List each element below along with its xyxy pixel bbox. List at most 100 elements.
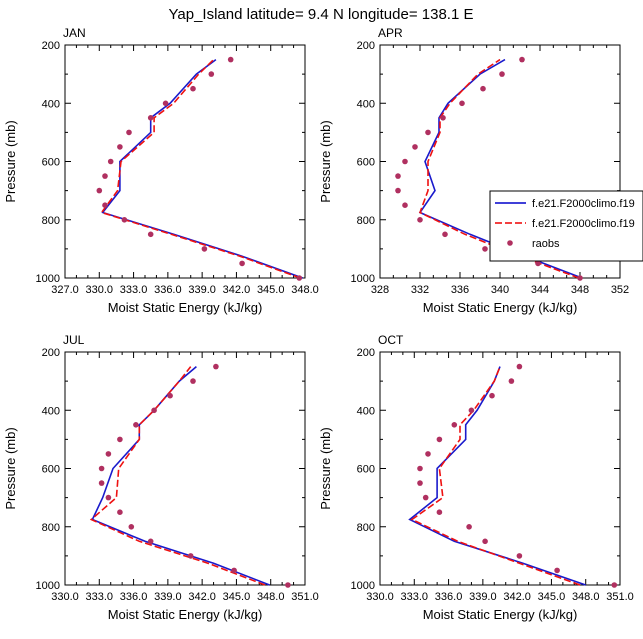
obs-point [412, 144, 418, 150]
x-tick-label: 352 [611, 284, 629, 296]
obs-point [98, 465, 105, 472]
series-line-model-dashed [419, 58, 580, 279]
obs-point [425, 451, 431, 457]
panels: JAN 327.0 330.0 333.0 336.0 339.0 342.0 345.0 34… [3, 26, 634, 622]
obs-point [468, 407, 475, 414]
x-tick-label: 333.0 [120, 284, 148, 296]
obs-point [417, 217, 423, 223]
obs-point [417, 480, 423, 486]
x-tick-label: 328 [371, 284, 389, 296]
obs-point [535, 260, 541, 267]
x-tick-label: 348.0 [291, 284, 319, 296]
y-tick-label: 600 [357, 464, 375, 476]
obs-point [117, 144, 123, 150]
x-tick-label: 348 [571, 284, 589, 296]
y-tick-label: 600 [42, 157, 60, 169]
x-tick-label: 336.0 [154, 284, 182, 296]
panel-apr: APR 328 332 336 340 344 348 352 200 400 600 800 1000… [318, 26, 629, 315]
obs-point [611, 582, 618, 588]
x-tick-label: 348.0 [572, 591, 600, 603]
obs-point [102, 173, 108, 179]
x-tick-label: 344 [531, 284, 549, 296]
series-line-model-solid [101, 58, 303, 279]
x-tick-label: 340 [491, 284, 509, 296]
obs-point [402, 158, 408, 165]
obs-point [296, 275, 303, 281]
obs-point [167, 392, 173, 399]
obs-point [98, 480, 105, 486]
obs-point [126, 129, 132, 136]
x-tick-label: 339.0 [154, 591, 182, 603]
x-tick-label: 330.0 [86, 284, 114, 296]
y-tick-label: 600 [357, 157, 375, 169]
obs-point [402, 202, 408, 208]
obs-point [442, 231, 448, 238]
y-axis-label: Pressure (mb) [3, 120, 18, 202]
plot-frame [379, 351, 621, 586]
obs-point [395, 173, 401, 179]
y-tick-label: 400 [42, 405, 60, 417]
obs-point [417, 465, 423, 472]
x-tick-label: 333.0 [401, 591, 429, 603]
obs-point [482, 246, 488, 252]
x-tick-label: 345.0 [223, 591, 251, 603]
obs-point [227, 56, 234, 63]
obs-point [151, 407, 157, 414]
obs-point [190, 85, 196, 92]
y-axis-label: Pressure (mb) [3, 427, 18, 509]
obs-point [425, 129, 431, 136]
panel-oct: OCT 330.0 333.0 336.0 339.0 342.0 345.0 348.0 35… [318, 333, 634, 622]
y-tick-label: 200 [42, 40, 60, 52]
legend-label: f.e21.F2000climo.f19 [532, 198, 635, 210]
x-tick-label: 339.0 [188, 284, 216, 296]
panel-label: OCT [378, 333, 404, 347]
series-line-model-solid [91, 365, 270, 586]
x-tick-label: 339.0 [469, 591, 497, 603]
x-tick-label: 345.0 [538, 591, 566, 603]
obs-point [519, 56, 525, 63]
y-tick-label: 1000 [36, 580, 60, 592]
obs-point [554, 567, 560, 574]
obs-point [187, 553, 194, 559]
x-tick-label: 342.0 [223, 284, 251, 296]
obs-point [147, 115, 154, 121]
obs-point [285, 582, 291, 588]
series-line-model-solid [408, 366, 586, 586]
figure-title: Yap_Island latitude= 9.4 N longitude= 13… [169, 6, 474, 23]
y-tick-label: 800 [357, 522, 375, 534]
x-tick-label: 348.0 [257, 591, 285, 603]
legend-label: raobs [532, 238, 560, 250]
obs-point [422, 494, 429, 501]
obs-point [516, 363, 523, 370]
y-tick-label: 1000 [351, 273, 375, 285]
obs-point [231, 567, 237, 574]
x-tick-label: 333.0 [86, 591, 114, 603]
obs-point [213, 363, 219, 370]
x-tick-label: 336.0 [120, 591, 148, 603]
y-axis-label: Pressure (mb) [318, 120, 333, 202]
x-tick-label: 330.0 [51, 591, 79, 603]
x-axis-label: Moist Static Energy (kJ/kg) [423, 607, 578, 622]
y-tick-label: 400 [357, 98, 375, 110]
obs-point [239, 260, 245, 267]
x-axis-label: Moist Static Energy (kJ/kg) [423, 300, 578, 315]
y-axis-label: Pressure (mb) [318, 427, 333, 509]
panel-label: JUL [63, 333, 85, 347]
x-tick-label: 336.0 [435, 591, 463, 603]
y-tick-label: 200 [357, 347, 375, 359]
y-tick-label: 200 [357, 40, 375, 52]
obs-point [208, 71, 215, 77]
y-tick-label: 600 [42, 464, 60, 476]
obs-point [121, 217, 128, 223]
obs-point [128, 524, 135, 530]
y-tick-label: 400 [357, 405, 375, 417]
series-line-model-dashed [89, 366, 266, 586]
x-tick-label: 351.0 [291, 591, 319, 603]
panel-label: APR [378, 26, 403, 40]
obs-point [440, 115, 446, 121]
obs-point [436, 436, 443, 443]
obs-point [117, 436, 123, 443]
obs-point [105, 494, 112, 501]
x-tick-label: 327.0 [51, 284, 79, 296]
